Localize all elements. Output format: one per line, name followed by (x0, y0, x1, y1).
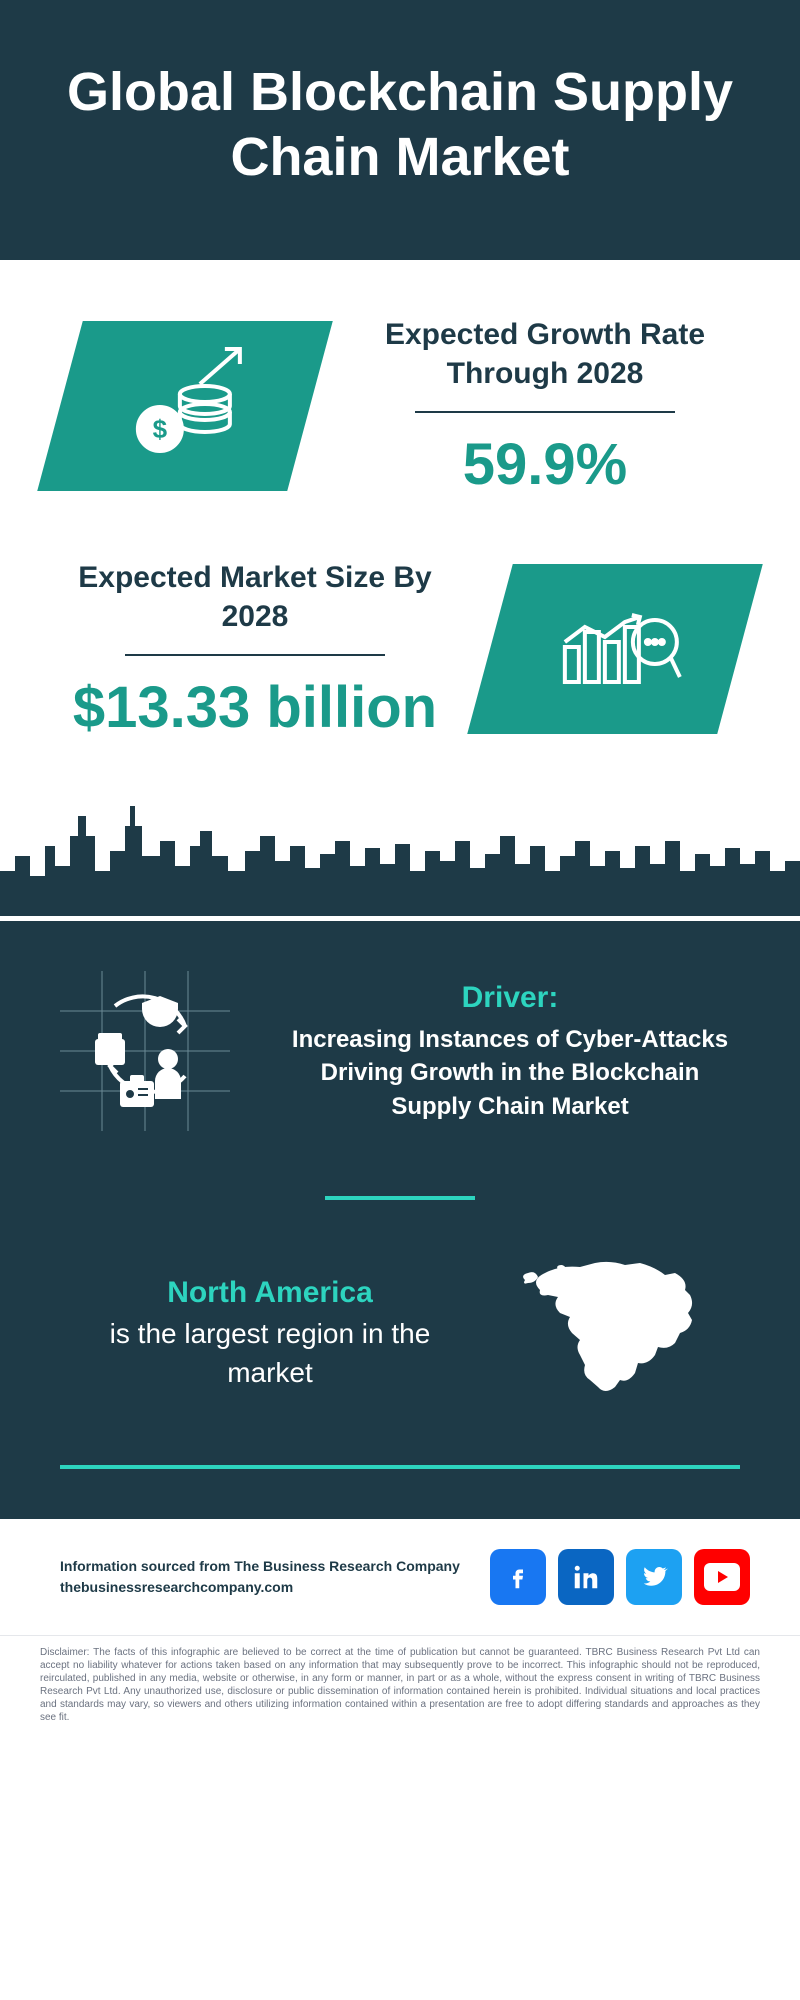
teal-divider (325, 1196, 475, 1200)
driver-text-block: Driver: Increasing Instances of Cyber-At… (280, 971, 740, 1124)
market-icon-box (467, 564, 763, 734)
source-text: Information sourced from The Business Re… (60, 1556, 460, 1598)
facebook-icon[interactable] (490, 1549, 546, 1605)
market-size-value: $13.33 billion (60, 674, 450, 741)
growth-rate-section: $ Expected Growth Rate Through 2028 59.9… (0, 260, 800, 528)
svg-text:$: $ (153, 414, 168, 444)
social-icons (490, 1549, 750, 1605)
twitter-icon[interactable] (626, 1549, 682, 1605)
dark-info-panel: Driver: Increasing Instances of Cyber-At… (0, 921, 800, 1519)
driver-icon-box (60, 971, 230, 1136)
market-size-stat: Expected Market Size By 2028 $13.33 bill… (60, 558, 450, 741)
source-section: Information sourced from The Business Re… (0, 1519, 800, 1635)
header: Global Blockchain Supply Chain Market (0, 0, 800, 260)
growth-icon-box: $ (37, 321, 333, 491)
region-text: North America is the largest region in t… (70, 1272, 470, 1392)
page-title: Global Blockchain Supply Chain Market (60, 60, 740, 190)
city-skyline-icon (0, 796, 800, 916)
region-highlight: North America (167, 1276, 373, 1309)
region-rest: is the largest region in the market (110, 1318, 431, 1388)
growth-rate-value: 59.9% (350, 431, 740, 498)
skyline-section (0, 796, 800, 921)
teal-divider-wide (60, 1465, 740, 1469)
disclaimer-text: Disclaimer: The facts of this infographi… (0, 1635, 800, 1754)
driver-description: Increasing Instances of Cyber-Attacks Dr… (280, 1023, 740, 1124)
coins-growth-icon: $ (110, 344, 260, 464)
linkedin-icon[interactable] (558, 1549, 614, 1605)
youtube-icon[interactable] (694, 1549, 750, 1605)
source-line1: Information sourced from The Business Re… (60, 1556, 460, 1577)
supply-chain-cycle-icon (60, 971, 230, 1131)
source-line2: thebusinessresearchcompany.com (60, 1577, 460, 1598)
divider (415, 411, 675, 413)
growth-rate-label: Expected Growth Rate Through 2028 (350, 315, 740, 393)
market-size-section: Expected Market Size By 2028 $13.33 bill… (0, 528, 800, 796)
region-map-box (510, 1255, 730, 1410)
divider (125, 654, 385, 656)
growth-rate-stat: Expected Growth Rate Through 2028 59.9% (350, 315, 740, 498)
market-size-label: Expected Market Size By 2028 (60, 558, 450, 636)
driver-section: Driver: Increasing Instances of Cyber-At… (60, 971, 740, 1136)
north-america-map-icon (510, 1255, 730, 1405)
driver-label: Driver: (280, 981, 740, 1015)
region-section: North America is the largest region in t… (60, 1255, 740, 1420)
chart-analysis-icon (540, 587, 690, 707)
